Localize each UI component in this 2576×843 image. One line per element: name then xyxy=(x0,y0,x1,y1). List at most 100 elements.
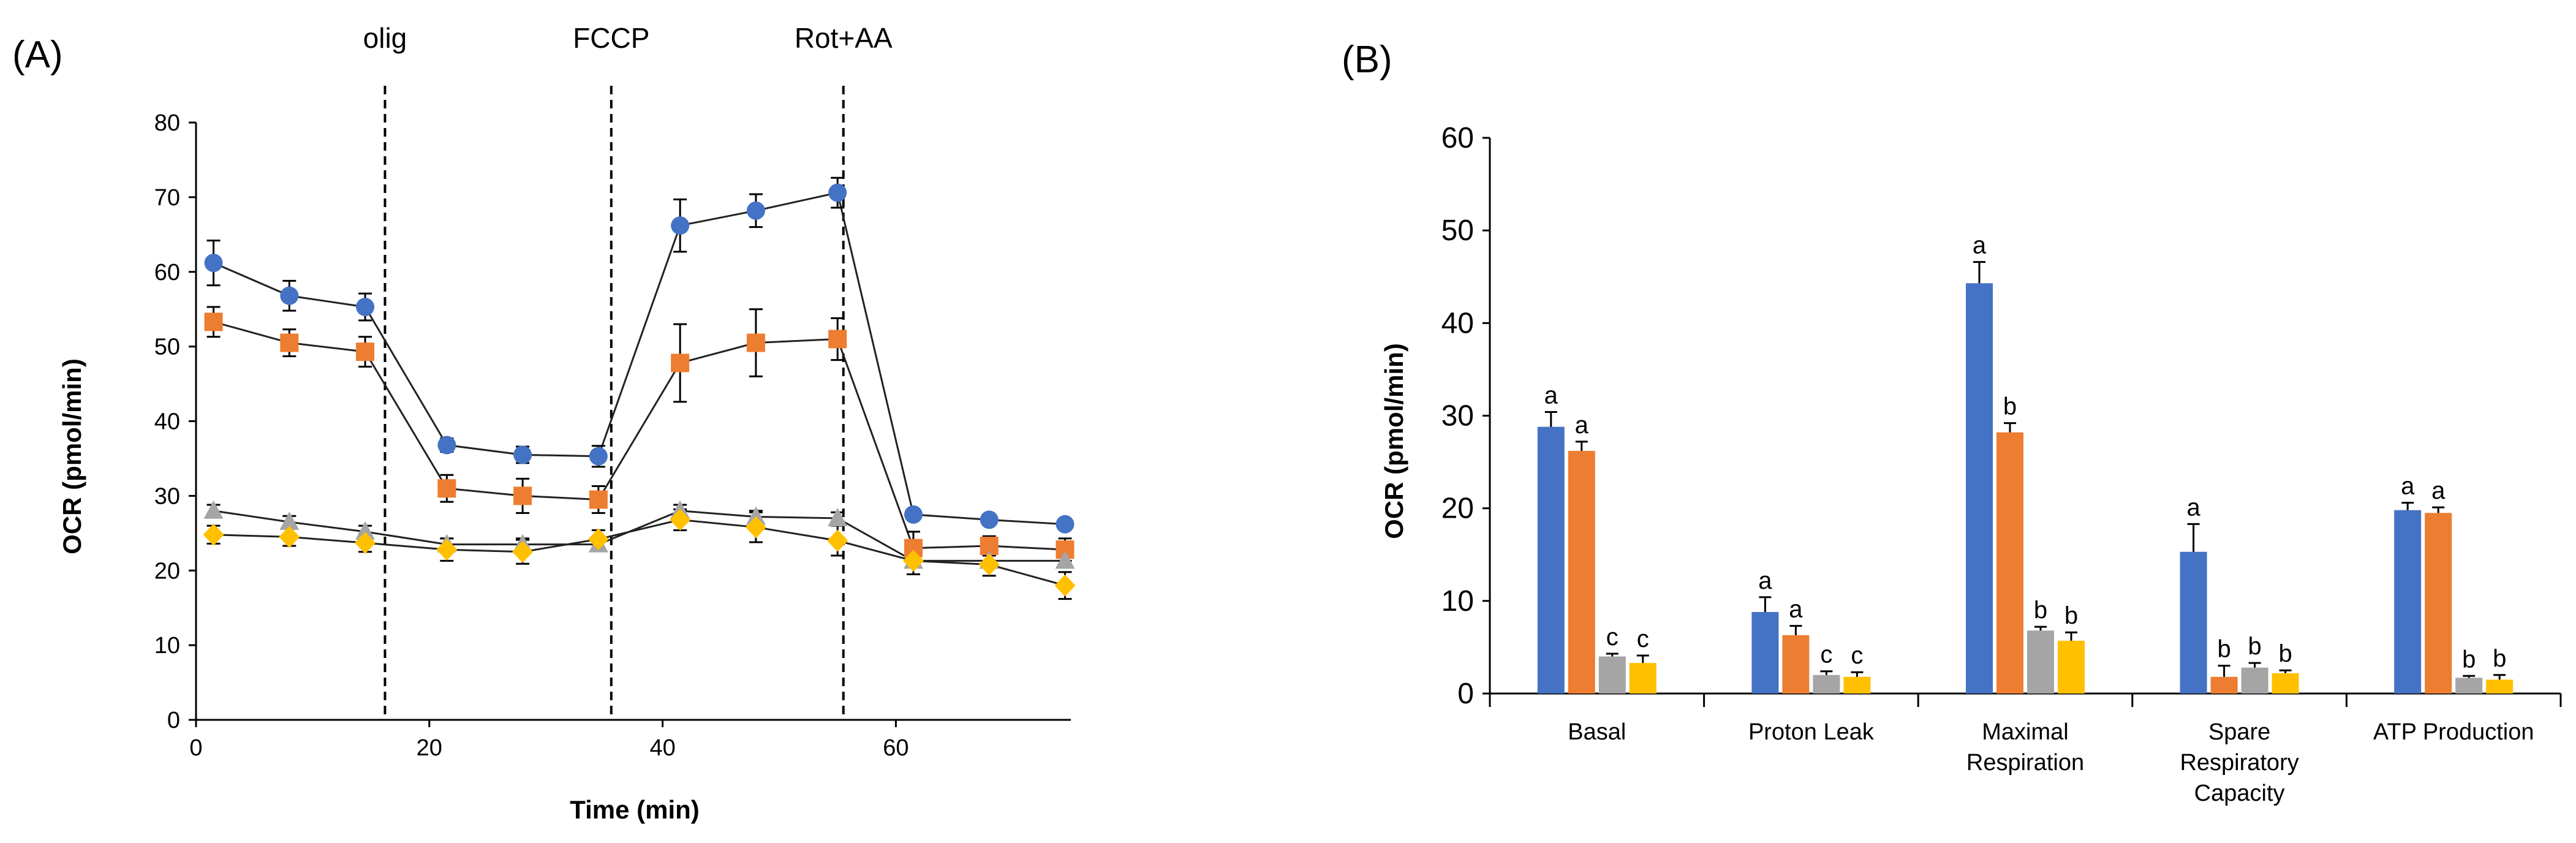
category-label: ATP Production xyxy=(2373,719,2534,745)
data-point xyxy=(203,523,224,546)
injection-label: olig xyxy=(363,22,407,54)
data-point xyxy=(671,353,690,372)
bar xyxy=(2241,667,2268,694)
panel-a-line-chart: (A) olig FCCP Rot+AA 0 10 20 30 40 50 60 70 80 0 20 4… xyxy=(12,22,1076,824)
bar xyxy=(2394,510,2422,694)
significance-letter: a xyxy=(1973,232,1987,259)
panel-b-y-tick-label: 10 xyxy=(1441,585,1474,618)
category-label: Basal xyxy=(1568,719,1626,745)
data-point xyxy=(587,528,609,551)
data-point xyxy=(355,521,376,540)
panel-a-x-tick-label: 40 xyxy=(649,735,675,761)
data-point xyxy=(203,500,224,519)
data-point xyxy=(512,540,534,563)
category-label: Capacity xyxy=(2194,781,2285,806)
bar xyxy=(2425,513,2452,694)
panel-a-x-tick-label: 0 xyxy=(189,735,202,761)
data-point xyxy=(827,529,848,552)
bar xyxy=(2486,679,2514,694)
category-label: Respiration xyxy=(1966,750,2084,776)
data-point xyxy=(1054,574,1076,597)
panel-a-y-tick-label: 30 xyxy=(154,483,180,509)
significance-letter: c xyxy=(1820,641,1832,668)
panel-b-y-tick-label: 40 xyxy=(1441,307,1474,339)
significance-letter: a xyxy=(2401,473,2415,500)
series-line xyxy=(213,518,1065,587)
data-point xyxy=(1056,515,1075,534)
data-point xyxy=(978,553,1000,576)
bar xyxy=(1568,450,1595,694)
series-line xyxy=(213,191,1065,526)
category-label: Respiratory xyxy=(2180,750,2298,776)
bar xyxy=(1751,611,1779,694)
data-point xyxy=(671,216,690,235)
bar xyxy=(2272,673,2299,694)
significance-letter: a xyxy=(1544,382,1558,409)
significance-letter: a xyxy=(1789,596,1803,623)
data-point xyxy=(204,254,223,273)
significance-letter: a xyxy=(2431,477,2446,504)
data-point xyxy=(355,532,376,554)
data-point xyxy=(513,486,532,505)
bar xyxy=(2455,678,2483,694)
bar xyxy=(1629,663,1656,694)
bar xyxy=(1996,432,2023,694)
bar xyxy=(1598,656,1626,694)
panel-b-y-tick-label: 30 xyxy=(1441,400,1474,433)
significance-letter: c xyxy=(1851,642,1863,669)
data-point xyxy=(280,333,299,352)
bar xyxy=(1966,283,1993,694)
significance-letter: a xyxy=(1758,567,1772,594)
data-point xyxy=(279,526,300,548)
bar xyxy=(2058,640,2085,694)
data-point xyxy=(204,312,223,331)
significance-letter: b xyxy=(2064,602,2078,629)
data-point xyxy=(437,479,456,498)
bar xyxy=(2027,630,2054,694)
bar xyxy=(2210,676,2238,694)
significance-letter: a xyxy=(2186,494,2200,521)
panel-a-y-tick-label: 70 xyxy=(154,185,180,211)
bar xyxy=(1537,426,1565,694)
panel-b-y-tick-label: 60 xyxy=(1441,122,1474,154)
data-point xyxy=(279,512,300,531)
data-point xyxy=(1055,550,1075,569)
data-point xyxy=(356,342,375,361)
panel-a-y-tick-label: 80 xyxy=(154,110,180,136)
bar xyxy=(2180,551,2207,694)
panel-a-y-axis-title: OCR (pmol/min) xyxy=(58,358,86,554)
panel-b-y-axis-title: OCR (pmol/min) xyxy=(1380,343,1408,539)
significance-letter: c xyxy=(1637,626,1649,652)
significance-letter: b xyxy=(2217,636,2230,663)
data-point xyxy=(745,516,766,539)
panel-b-y-tick-label: 0 xyxy=(1457,678,1474,710)
panel-a-x-tick-label: 60 xyxy=(883,735,908,761)
panel-b-label: (B) xyxy=(1342,39,1392,81)
data-point xyxy=(746,201,765,220)
significance-letter: a xyxy=(1575,412,1589,439)
data-point xyxy=(828,183,847,202)
data-point xyxy=(746,506,766,525)
data-point xyxy=(513,445,532,464)
data-point xyxy=(828,507,848,526)
significance-letter: b xyxy=(2034,597,2047,624)
panel-a-y-tick-label: 20 xyxy=(154,558,180,584)
bar xyxy=(1782,635,1810,694)
category-label: Maximal xyxy=(1982,719,2068,745)
injection-label: FCCP xyxy=(573,22,649,54)
data-point xyxy=(589,490,608,509)
bar xyxy=(1843,676,1871,694)
significance-letter: b xyxy=(2462,646,2476,673)
data-point xyxy=(904,505,923,524)
panel-a-label: (A) xyxy=(12,34,63,76)
panel-b-y-tick-label: 50 xyxy=(1441,214,1474,247)
panel-b-y-tick-label: 20 xyxy=(1441,493,1474,525)
panel-a-y-tick-label: 40 xyxy=(154,409,180,435)
panel-a-x-tick-label: 20 xyxy=(417,735,442,761)
category-label: Spare xyxy=(2208,719,2270,745)
panel-a-y-tick-label: 60 xyxy=(154,260,180,285)
panel-a-y-tick-label: 0 xyxy=(167,708,180,733)
data-point xyxy=(436,539,458,561)
